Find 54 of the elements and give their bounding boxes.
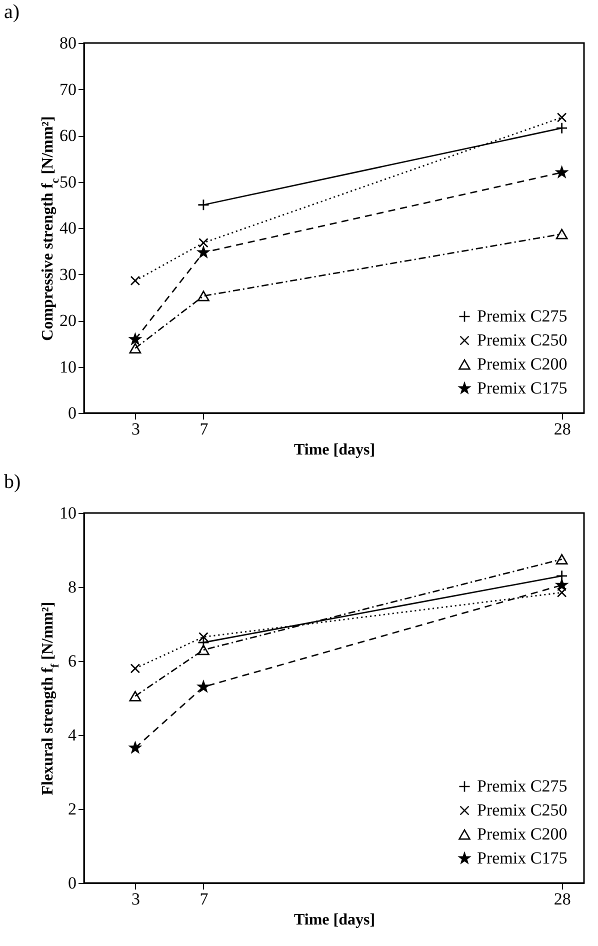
- point: [130, 334, 141, 344]
- y-tick-label: 50: [60, 172, 76, 192]
- point: [198, 198, 210, 211]
- point: [198, 636, 210, 648]
- y-tick-label: 40: [60, 218, 76, 238]
- y-tick-label: 2: [68, 800, 76, 818]
- x-axis-title: Time [days]: [294, 442, 376, 458]
- point: [129, 690, 142, 702]
- y-tick-label: 70: [60, 80, 76, 99]
- legend-label: Premix C275: [477, 306, 568, 326]
- x-tick-label: 28: [554, 420, 571, 438]
- y-tick-label: 6: [68, 652, 76, 670]
- x-tick-label: 3: [131, 420, 140, 438]
- legend-label: Premix C175: [477, 378, 568, 398]
- y-tick-label: 0: [68, 874, 76, 892]
- y-tick-label: 4: [68, 726, 77, 744]
- y-tick-label: 10: [60, 357, 76, 376]
- point: [198, 290, 210, 302]
- y-tick-label: 60: [60, 126, 76, 145]
- point: [556, 588, 567, 598]
- point: [556, 579, 568, 590]
- point: [556, 166, 568, 178]
- point: [198, 680, 210, 692]
- chart-title: b): [4, 471, 21, 493]
- point: [130, 276, 140, 286]
- x-tick-label: 28: [554, 890, 571, 908]
- x-tick-label: 3: [131, 890, 140, 908]
- y-tick-label: 80: [60, 34, 76, 52]
- y-tick-label: 30: [60, 264, 76, 284]
- legend-label: Premix C250: [477, 330, 568, 350]
- point: [556, 554, 568, 564]
- x-axis-title: Time [days]: [294, 912, 376, 928]
- y-tick-label: 0: [68, 404, 76, 422]
- legend-label: Premix C200: [477, 824, 568, 844]
- point: [198, 238, 208, 248]
- y-tick-label: 8: [68, 578, 76, 596]
- point: [130, 664, 140, 674]
- legend-label: Premix C200: [477, 354, 568, 374]
- x-tick-label: 7: [200, 420, 209, 438]
- legend-label: Premix C175: [477, 848, 568, 868]
- y-tick-label: 10: [60, 504, 76, 522]
- point: [198, 246, 210, 258]
- point: [198, 644, 210, 656]
- point: [556, 112, 567, 122]
- point: [129, 343, 142, 354]
- chart-title: a): [4, 1, 20, 23]
- point: [198, 632, 208, 642]
- point: [556, 228, 568, 240]
- y-tick-label: 20: [60, 311, 76, 330]
- legend-label: Premix C275: [477, 776, 568, 796]
- x-tick-label: 7: [200, 890, 209, 908]
- legend-label: Premix C250: [477, 800, 568, 820]
- point: [556, 122, 568, 134]
- point: [130, 742, 141, 753]
